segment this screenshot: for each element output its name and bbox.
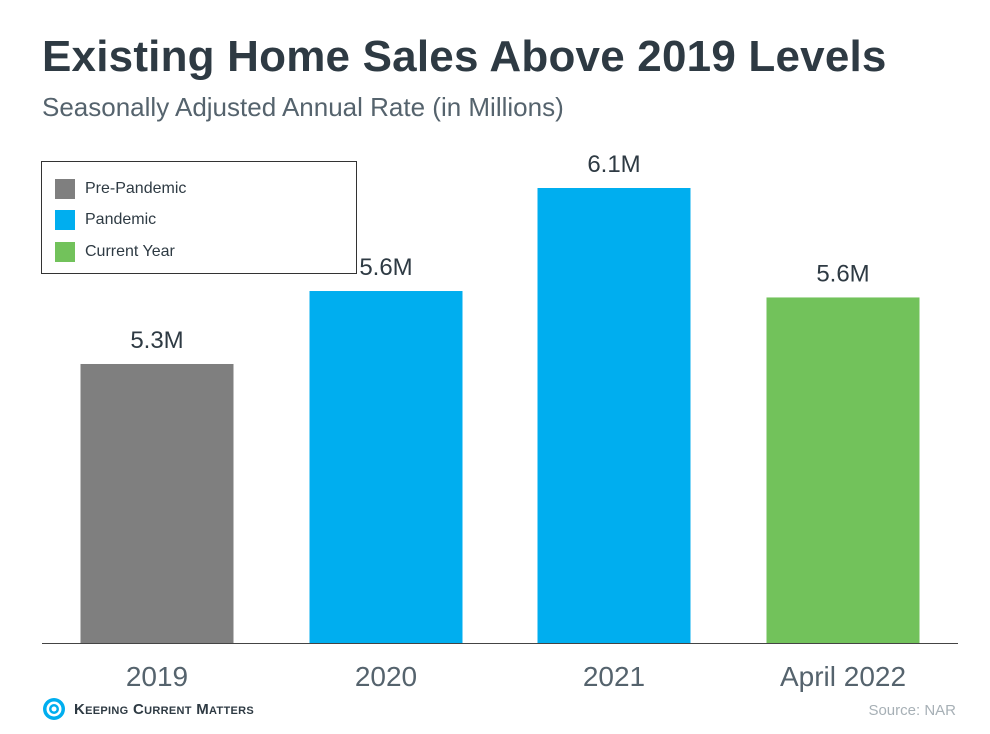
data-label-april-2022: 5.6M [816,260,869,287]
legend-item-current-year: Current Year [55,241,175,263]
x-tick-2019: 2019 [126,661,188,692]
chart-title: Existing Home Sales Above 2019 Levels [42,32,887,81]
x-tick-april-2022: April 2022 [780,661,906,692]
data-label-2021: 6.1M [587,151,640,178]
data-label-2020: 5.6M [359,254,412,281]
brand-name: Keeping Current Matters [74,700,254,718]
bar-2020 [309,291,463,643]
legend-label-pre-pandemic: Pre-Pandemic [85,180,187,197]
source-note: Source: NAR [868,702,956,719]
legend-swatch-current-year [55,242,75,262]
legend-item-pandemic: Pandemic [55,209,156,231]
brand: Keeping Current Matters [42,697,254,721]
brand-logo-icon [43,698,65,720]
data-label-2019: 5.3M [130,327,183,354]
chart-legend: Pre-Pandemic Pandemic Current Year [41,161,357,274]
bar-2021 [537,188,691,643]
x-tick-2020: 2020 [355,661,417,692]
legend-swatch-pandemic [55,210,75,230]
chart-subtitle: Seasonally Adjusted Annual Rate (in Mill… [42,92,564,122]
x-tick-2021: 2021 [583,661,645,692]
legend-label-current-year: Current Year [85,243,175,260]
legend-item-pre-pandemic: Pre-Pandemic [55,178,186,200]
legend-label-pandemic: Pandemic [85,211,157,228]
bar-2019 [80,363,234,643]
legend-swatch-pre-pandemic [55,179,75,199]
bar-april-2022 [766,297,920,643]
